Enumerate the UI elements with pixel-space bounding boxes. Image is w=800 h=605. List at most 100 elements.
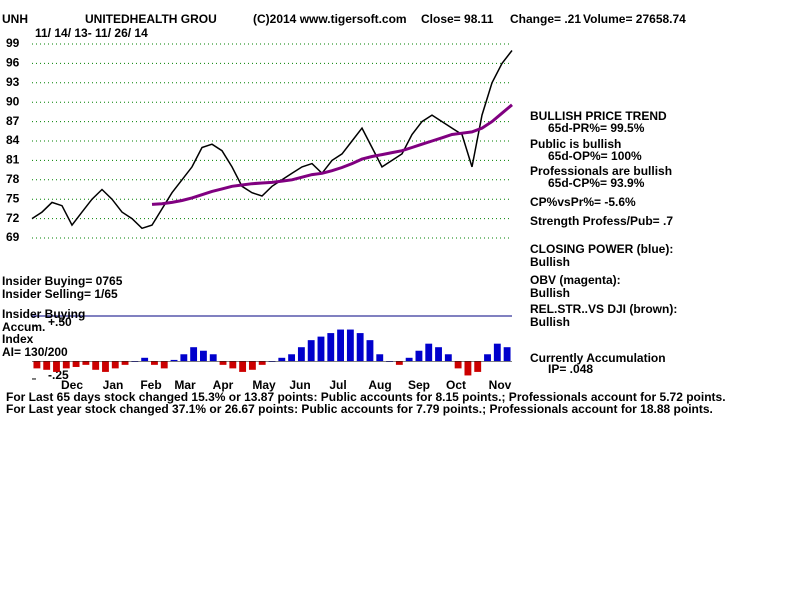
accum-bar (151, 361, 158, 365)
y-tick-label: 69 (6, 230, 20, 244)
copyright: (C)2014 www.tigersoft.com (253, 12, 407, 26)
accum-bar (239, 361, 247, 372)
close: Close= 98.11 (421, 12, 494, 26)
accum-bar (92, 361, 100, 370)
sidebar-text: 65d-CP%= 93.9% (548, 176, 645, 190)
symbol: UNH (2, 12, 28, 26)
accum-bar (190, 347, 198, 362)
accum-bar (405, 357, 413, 362)
x-tick-label: Sep (408, 378, 430, 392)
accum-bar (33, 361, 41, 369)
accum-bar (317, 336, 325, 362)
y-tick-label: +.50 (48, 315, 72, 329)
accum-bar (376, 354, 384, 362)
left-label: Index (2, 332, 34, 346)
series-line (31, 50, 513, 230)
y-tick-label: 84 (6, 133, 20, 147)
accum-bar (493, 343, 501, 362)
accum-bar (200, 350, 207, 362)
accum-bar (82, 361, 90, 365)
footer-line: For Last year stock changed 37.1% or 26.… (6, 402, 713, 416)
x-tick-label: Nov (489, 378, 512, 392)
accum-bar (141, 357, 149, 362)
left-label: Insider Selling= 1/65 (2, 287, 118, 301)
accum-bar (337, 329, 344, 362)
left-label: Insider Buying (2, 307, 85, 321)
sidebar-text: 65d-PR%= 99.5% (548, 121, 645, 135)
sidebar-text: REL.STR..VS DJI (brown): (530, 302, 677, 316)
y-tick-label: 75 (6, 191, 20, 205)
accum-bar (180, 354, 188, 362)
y-tick-label: 99 (6, 36, 20, 50)
accum-bar (219, 361, 227, 365)
sidebar-text: Bullish (530, 286, 570, 300)
accum-bar (464, 361, 472, 376)
x-tick-label: Jan (103, 378, 124, 392)
footer-line: For Last 65 days stock changed 15.3% or … (6, 390, 726, 404)
accum-bar (62, 361, 70, 369)
x-tick-label: Jun (289, 378, 310, 392)
accum-bar (454, 361, 462, 369)
left-label: AI= 130/200 (2, 345, 68, 359)
sidebar-text: 65d-OP%= 100% (548, 149, 642, 163)
sidebar-text: IP= .048 (548, 362, 593, 376)
y-tick-label: 90 (6, 94, 20, 108)
volume: Volume= 27658.74 (583, 12, 686, 26)
y-tick-label: 78 (6, 172, 20, 186)
accum-bar (425, 343, 433, 362)
accum-bar (297, 347, 305, 362)
x-tick-label: May (252, 378, 276, 392)
accum-bar (503, 347, 511, 362)
x-tick-label: Mar (174, 378, 196, 392)
sidebar-text: CLOSING POWER (blue): (530, 242, 673, 256)
accum-bar (288, 354, 296, 362)
accum-bar (484, 354, 491, 362)
accum-bar (229, 361, 237, 369)
x-tick-label: Feb (140, 378, 161, 392)
y-tick-label: 96 (6, 56, 20, 70)
y-tick-label: 93 (6, 75, 20, 89)
accum-bar (444, 354, 452, 362)
y-tick-label: 81 (6, 153, 20, 167)
x-tick-label: Dec (61, 378, 83, 392)
sidebar-text: OBV (magenta): (530, 273, 621, 287)
x-tick-label: Apr (213, 378, 234, 392)
accum-bar (258, 361, 266, 365)
accum-bar (346, 329, 354, 362)
accum-bar (366, 340, 374, 362)
y-tick-label: 87 (6, 114, 20, 128)
accum-bar (307, 340, 315, 362)
y-tick-label: 72 (6, 211, 20, 225)
sidebar-text: Strength Profess/Pub= .7 (530, 214, 673, 228)
x-tick-label: Jul (329, 378, 346, 392)
accum-bar (102, 361, 109, 372)
sidebar-text: Public is bullish (530, 137, 621, 151)
accum-bar (248, 361, 256, 370)
sidebar-text: Currently Accumulation (530, 351, 666, 365)
accum-bar (53, 361, 60, 372)
left-label: Insider Buying= 0765 (2, 274, 123, 288)
accum-bar (170, 359, 178, 362)
accum-bar (111, 361, 119, 369)
sidebar-text: Professionals are bullish (530, 164, 672, 178)
accum-bar (278, 357, 286, 362)
accum-bar (435, 347, 442, 362)
sidebar-text: Bullish (530, 315, 570, 329)
accum-bar (395, 361, 403, 365)
accum-bar (474, 361, 482, 372)
x-tick-label: Aug (368, 378, 391, 392)
company: UNITEDHEALTH GROU (85, 12, 217, 26)
accum-bar (160, 361, 168, 369)
change: Change= .21 (510, 12, 581, 26)
sidebar-text: BULLISH PRICE TREND (530, 109, 667, 123)
accum-bar (209, 354, 217, 362)
accum-bar (327, 333, 335, 362)
left-label: Accum. (2, 320, 45, 334)
accum-bar (356, 333, 364, 362)
accum-bar (43, 361, 51, 370)
series-line (151, 103, 513, 206)
accum-bar (415, 350, 423, 362)
sidebar-text: CP%vsPr%= -5.6% (530, 195, 636, 209)
